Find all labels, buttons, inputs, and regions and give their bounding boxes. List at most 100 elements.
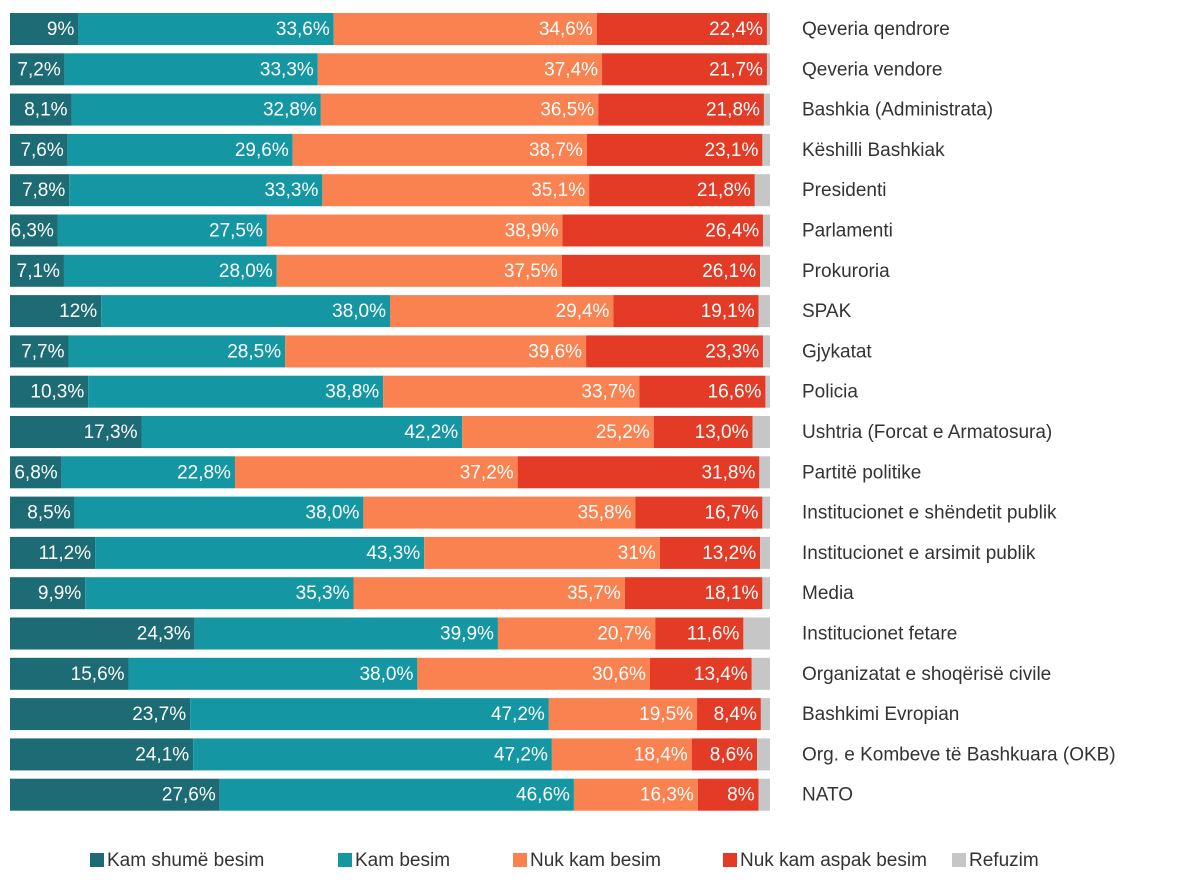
bar-segment [573, 778, 698, 811]
value-label: 17,3% [84, 422, 138, 443]
bar-segment [757, 738, 770, 771]
bar-segment [78, 13, 334, 45]
bar-segment [765, 375, 770, 408]
bar-segment [760, 698, 770, 731]
bar-segment [219, 778, 574, 811]
bar-segment [762, 133, 770, 166]
bar-segment [691, 738, 758, 771]
bar-segment [760, 254, 770, 287]
bar-segment [10, 456, 62, 489]
value-label: 6,8% [14, 462, 57, 483]
category-label: Org. e Kombeve të Bashkuara (OKB) [802, 744, 1116, 765]
bar-segment [462, 416, 654, 448]
value-label: 37,5% [504, 261, 558, 282]
bar-segment [10, 617, 195, 650]
value-label: 25,2% [596, 422, 650, 443]
bar-segment [743, 617, 770, 650]
value-label: 37,4% [544, 59, 598, 80]
bar-segment [10, 174, 70, 207]
value-label: 23,1% [705, 140, 759, 161]
bar-segment [562, 214, 764, 247]
bar-segment [417, 657, 650, 690]
legend-swatch [90, 853, 104, 867]
value-label: 23,3% [705, 341, 759, 362]
bar-segment [10, 93, 72, 126]
bar-segment [424, 536, 660, 569]
bar-segment [101, 295, 390, 328]
value-label: 18,4% [634, 744, 688, 765]
bar-segment [10, 577, 86, 610]
bar-segment [760, 536, 770, 569]
value-label: 35,1% [531, 180, 585, 201]
bar-segment [10, 214, 58, 247]
category-label: Prokuroria [802, 261, 890, 282]
bar-segment [10, 254, 64, 287]
bar-segment [285, 335, 587, 368]
bar-segment [697, 778, 759, 811]
value-label: 47,2% [494, 744, 548, 765]
value-label: 13,2% [702, 543, 756, 564]
value-label: 38,9% [505, 221, 559, 242]
value-label: 15,6% [71, 664, 125, 685]
bar-segment [759, 456, 770, 489]
legend-label: Kam shumë besim [107, 850, 264, 871]
bar-segment [57, 214, 267, 247]
value-label: 29,6% [235, 140, 289, 161]
value-label: 39,6% [528, 341, 582, 362]
bar-segment [10, 13, 79, 45]
bar-segment [333, 13, 597, 45]
value-label: 16,7% [705, 503, 759, 524]
bar-segment [383, 375, 640, 408]
value-label: 22,8% [177, 462, 231, 483]
bar-segment [635, 496, 763, 529]
value-label: 8,1% [24, 100, 67, 121]
value-label: 7,6% [20, 140, 63, 161]
bar-segment [613, 295, 759, 328]
bar-segment [10, 536, 96, 569]
bar-segment [61, 456, 235, 489]
bar-segment [763, 335, 770, 368]
bar-segment [88, 375, 384, 408]
value-label: 7,2% [17, 59, 60, 80]
value-label: 27,5% [209, 221, 263, 242]
value-label: 34,6% [539, 19, 593, 40]
bar-segment [10, 53, 65, 86]
value-label: 11,6% [687, 624, 740, 645]
value-label: 43,3% [366, 543, 420, 564]
bar-segment [586, 133, 763, 166]
bar-segment [763, 93, 770, 126]
value-label: 33,3% [264, 180, 318, 201]
value-label: 16,6% [708, 382, 762, 403]
value-label: 38,7% [529, 140, 583, 161]
bar-segment [71, 93, 321, 126]
category-label: Media [802, 583, 854, 604]
bar-segment [317, 53, 603, 86]
value-label: 6,3% [11, 221, 54, 242]
value-label: 31% [618, 543, 656, 564]
value-label: 38,0% [359, 664, 413, 685]
bar-segment [762, 496, 770, 529]
value-label: 9,9% [38, 583, 81, 604]
bar-segment [85, 577, 354, 610]
legend-swatch [952, 853, 966, 867]
bar-segment [95, 536, 425, 569]
bar-segment [322, 174, 590, 207]
category-label: Institucionet e arsimit publik [802, 543, 1036, 564]
bar-segment [10, 738, 194, 771]
value-label: 24,1% [135, 744, 189, 765]
bar-segment [190, 698, 549, 731]
value-label: 47,2% [491, 704, 545, 725]
value-label: 16,3% [640, 785, 694, 806]
bar-segment [10, 778, 220, 811]
bar-segment [655, 617, 744, 650]
value-label: 30,6% [592, 664, 646, 685]
value-label: 31,8% [701, 462, 755, 483]
value-label: 28,5% [227, 341, 281, 362]
category-label: NATO [802, 785, 853, 806]
bar-segment [497, 617, 656, 650]
bar-segment [649, 657, 752, 690]
bar-segment [639, 375, 766, 408]
category-label: Këshilli Bashkiak [802, 140, 945, 161]
value-label: 35,3% [296, 583, 350, 604]
